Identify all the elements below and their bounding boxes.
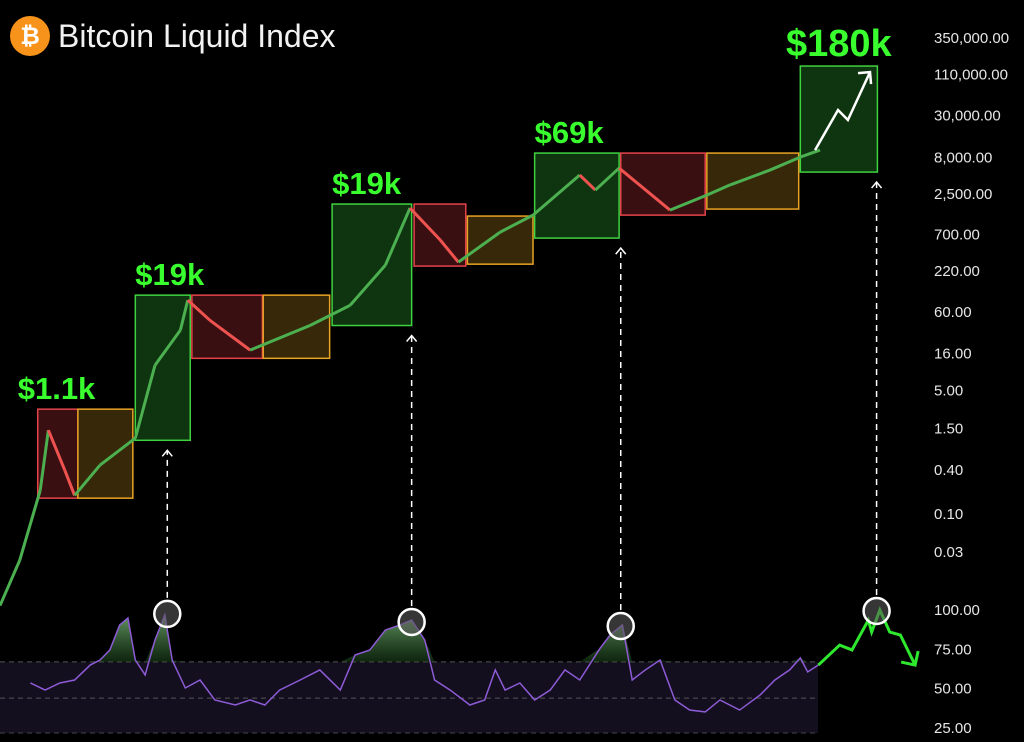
cycle-box-green (331, 203, 413, 327)
oscillator-axis-tick: 25.00 (934, 720, 972, 737)
price-axis-tick: 8,000.00 (934, 149, 992, 166)
peak-circle-marker (862, 596, 891, 626)
oscillator-projection-line (817, 606, 917, 667)
price-axis-tick: 0.40 (934, 462, 963, 479)
price-segment (384, 207, 412, 266)
cycle-box-orange (466, 215, 534, 265)
cycle-peak-label: $1.1k (18, 371, 96, 406)
price-axis-tick: 30,000.00 (934, 108, 1001, 125)
price-axis-tick: 350,000.00 (934, 30, 1009, 47)
price-segment (186, 299, 211, 322)
arrowhead-up-icon (161, 449, 173, 457)
price-segment (799, 148, 821, 159)
peak-circle-marker (606, 611, 635, 641)
price-axis-tick: 700.00 (934, 226, 980, 243)
price-segment (18, 490, 42, 561)
cycle-box-green (533, 152, 620, 239)
price-segment (209, 319, 251, 352)
price-projection-line (813, 71, 872, 151)
peak-circle-marker (397, 607, 426, 637)
price-segment (0, 559, 22, 607)
chart-title: ₿ Bitcoin Liquid Index (10, 16, 336, 56)
price-axis-tick: 110,000.00 (934, 67, 1008, 84)
price-segment (706, 183, 731, 197)
cycle-peak-label: $180k (786, 23, 893, 65)
price-segment (249, 324, 311, 352)
arrowhead-up-icon (406, 334, 418, 342)
cycle-peak-label: $69k (535, 115, 605, 150)
price-segment (769, 155, 801, 172)
arrowhead-up-icon (615, 246, 627, 255)
price-segment (63, 469, 77, 496)
price-segment (408, 207, 442, 242)
price-segment (669, 193, 708, 212)
oscillator-axis-tick: 50.00 (934, 681, 972, 698)
bitcoin-icon: ₿ (10, 16, 50, 56)
price-axis-tick: 16.00 (934, 346, 972, 363)
title-text: Bitcoin Liquid Index (58, 17, 336, 54)
price-segment (729, 168, 771, 187)
cycle-box-green (134, 294, 191, 442)
cycle-box-orange (77, 408, 134, 499)
cycle-peak-label: $19k (135, 257, 205, 292)
price-segment (499, 213, 534, 234)
arrowhead-up-icon (871, 180, 883, 189)
price-axis-tick: 2,500.00 (934, 186, 992, 203)
price-axis-tick: 220.00 (934, 263, 980, 280)
price-segment (46, 429, 67, 471)
price-axis-tick: 0.03 (934, 544, 963, 561)
cycle-box-red (191, 294, 264, 360)
price-projection-arrowhead (857, 70, 873, 85)
price-axis-tick: 0.10 (934, 506, 963, 523)
price-segment (153, 329, 182, 367)
oscillator-axis-tick: 100.00 (934, 602, 980, 619)
cycle-box-red (413, 203, 467, 267)
price-segment (133, 364, 157, 439)
price-segment (618, 166, 671, 212)
peak-circle-marker (153, 599, 182, 629)
cycle-box-orange (262, 294, 331, 360)
price-axis-tick: 60.00 (934, 304, 972, 321)
price-segment (178, 299, 190, 331)
cycle-peak-label: $19k (332, 166, 402, 201)
price-segment (349, 264, 387, 307)
price-segment (99, 437, 137, 467)
cycle-box-orange (706, 152, 800, 210)
oscillator-projection-arrowhead (900, 650, 920, 667)
price-axis-tick: 5.00 (934, 382, 963, 399)
price-axis-tick: 1.50 (934, 420, 963, 437)
price-segment (309, 303, 351, 327)
price-segment (578, 173, 597, 192)
oscillator-axis-tick: 75.00 (934, 641, 972, 658)
price-segment (439, 239, 460, 264)
price-segment (457, 230, 502, 264)
oscillator-background (0, 661, 818, 733)
price-segment (73, 464, 102, 497)
price-segment (38, 429, 50, 491)
price-segment (532, 173, 581, 217)
price-segment (594, 166, 621, 192)
